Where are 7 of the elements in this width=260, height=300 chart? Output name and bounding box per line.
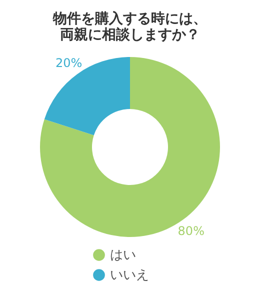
legend-label: はい	[110, 248, 136, 263]
data-label: 20%	[56, 56, 82, 70]
donut-slice	[40, 57, 220, 237]
chart-title: 物件を購入する時には、両親に相談しますか？	[52, 11, 207, 43]
data-label: 80%	[178, 224, 204, 238]
donut-slice	[44, 57, 130, 136]
legend-label: いいえ	[110, 268, 149, 283]
